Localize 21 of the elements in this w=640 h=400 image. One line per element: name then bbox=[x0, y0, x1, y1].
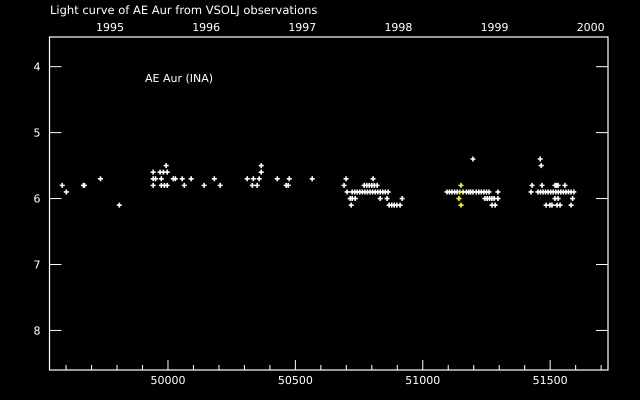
x-tick-label: 51500 bbox=[532, 374, 568, 387]
x2-tick-label: 1998 bbox=[384, 21, 412, 34]
y-tick-label: 8 bbox=[34, 324, 40, 338]
y-tick-label: 5 bbox=[34, 126, 40, 140]
point bbox=[456, 188, 464, 196]
y-tick-label: 6 bbox=[34, 192, 40, 206]
x-tick-label: 51000 bbox=[405, 374, 440, 387]
x2-tick-label: 1995 bbox=[96, 21, 124, 34]
point bbox=[458, 182, 464, 189]
x-tick-label: 50000 bbox=[150, 374, 186, 387]
y-tick-label: 7 bbox=[34, 258, 40, 272]
x2-tick-label: 2000 bbox=[576, 21, 605, 34]
y-tick-label: 4 bbox=[34, 60, 40, 74]
x2-tick-label: 1996 bbox=[192, 21, 220, 34]
x2-tick-label: 1997 bbox=[288, 21, 316, 34]
x2-tick-label: 1999 bbox=[480, 21, 509, 34]
x-tick-label: 50500 bbox=[278, 374, 313, 387]
point bbox=[458, 202, 464, 208]
chart-title: Light curve of AE Aur from VSOLJ observations bbox=[50, 3, 318, 17]
point bbox=[456, 195, 462, 202]
annotation: AE Aur (INA) bbox=[145, 72, 214, 85]
